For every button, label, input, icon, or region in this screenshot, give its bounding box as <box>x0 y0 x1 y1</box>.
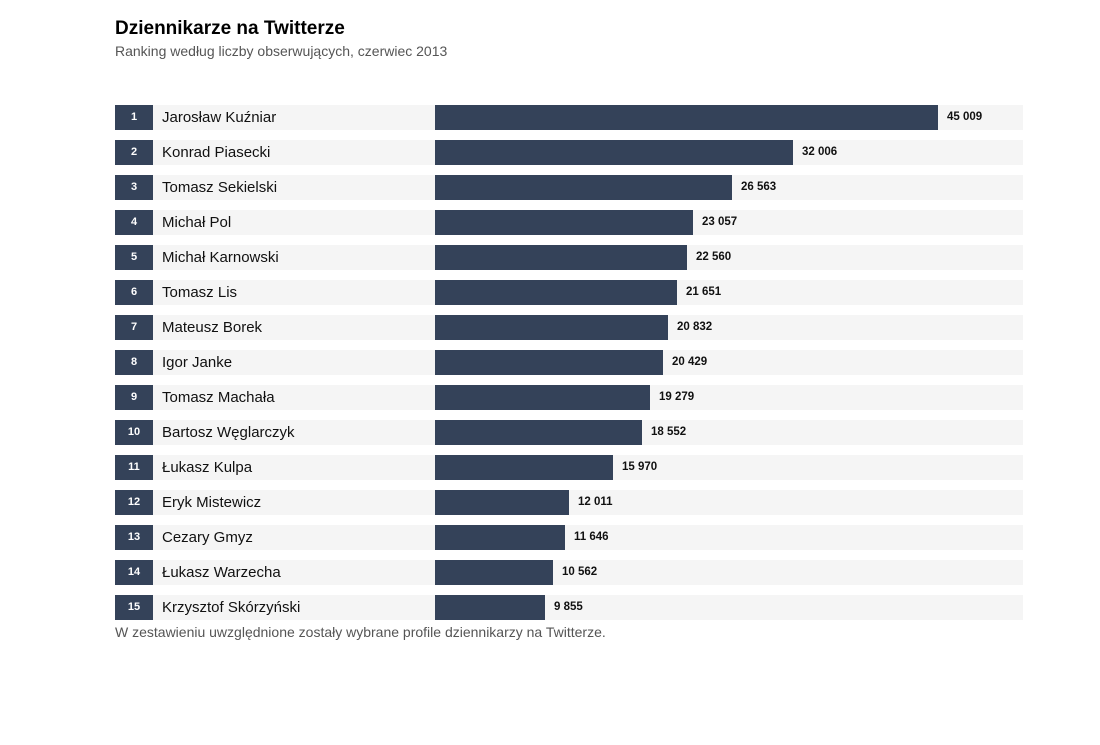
chart-row: 7 Mateusz Borek 20 832 <box>115 315 1023 340</box>
value-label: 9 855 <box>554 601 583 613</box>
bar <box>435 245 687 270</box>
bar <box>435 175 732 200</box>
journalist-name: Bartosz Węglarczyk <box>162 424 295 441</box>
bar <box>435 595 545 620</box>
row-background <box>153 525 1023 550</box>
rank-badge: 4 <box>115 210 153 235</box>
chart-row: 14 Łukasz Warzecha 10 562 <box>115 560 1023 585</box>
chart-row: 4 Michał Pol 23 057 <box>115 210 1023 235</box>
journalist-name: Michał Karnowski <box>162 249 279 266</box>
row-background <box>153 560 1023 585</box>
rank-badge: 3 <box>115 175 153 200</box>
bar <box>435 350 663 375</box>
journalist-name: Tomasz Lis <box>162 284 238 301</box>
chart-row: 13 Cezary Gmyz 11 646 <box>115 525 1023 550</box>
bar <box>435 385 650 410</box>
bar <box>435 315 668 340</box>
chart-title: Dziennikarze na Twitterze <box>115 18 345 39</box>
bar <box>435 140 793 165</box>
chart-subtitle: Ranking według liczby obserwujących, cze… <box>115 43 448 59</box>
row-background <box>153 490 1023 515</box>
journalist-name: Krzysztof Skórzyński <box>162 599 301 616</box>
value-label: 12 011 <box>578 496 613 508</box>
chart-row: 5 Michał Karnowski 22 560 <box>115 245 1023 270</box>
journalist-name: Mateusz Borek <box>162 319 263 336</box>
chart-row: 11 Łukasz Kulpa 15 970 <box>115 455 1023 480</box>
journalist-name: Igor Janke <box>162 354 233 371</box>
rank-badge: 7 <box>115 315 153 340</box>
value-label: 23 057 <box>702 216 738 228</box>
rank-badge: 11 <box>115 455 153 480</box>
value-label: 21 651 <box>686 286 722 298</box>
journalist-name: Łukasz Kulpa <box>162 459 253 476</box>
bar <box>435 560 553 585</box>
bar <box>435 455 613 480</box>
journalist-name: Michał Pol <box>162 214 232 231</box>
bar <box>435 210 693 235</box>
chart-row: 12 Eryk Mistewicz 12 011 <box>115 490 1023 515</box>
rank-badge: 9 <box>115 385 153 410</box>
journalist-name: Eryk Mistewicz <box>162 494 262 511</box>
chart-row: 9 Tomasz Machała 19 279 <box>115 385 1023 410</box>
chart-row: 8 Igor Janke 20 429 <box>115 350 1023 375</box>
rank-badge: 12 <box>115 490 153 515</box>
journalist-name: Tomasz Sekielski <box>162 179 278 196</box>
journalist-name: Konrad Piasecki <box>162 144 271 161</box>
chart-row: 10 Bartosz Węglarczyk 18 552 <box>115 420 1023 445</box>
value-label: 19 279 <box>659 391 695 403</box>
value-label: 10 562 <box>562 566 598 578</box>
rank-badge: 1 <box>115 105 153 130</box>
value-label: 15 970 <box>622 461 658 473</box>
value-label: 26 563 <box>741 181 777 193</box>
value-label: 18 552 <box>651 426 687 438</box>
chart-row: 2 Konrad Piasecki 32 006 <box>115 140 1023 165</box>
bar <box>435 525 565 550</box>
row-background <box>153 595 1023 620</box>
rank-badge: 2 <box>115 140 153 165</box>
rank-badge: 14 <box>115 560 153 585</box>
rank-badge: 8 <box>115 350 153 375</box>
chart-row: 3 Tomasz Sekielski 26 563 <box>115 175 1023 200</box>
bar <box>435 105 938 130</box>
value-label: 45 009 <box>947 111 983 123</box>
bar <box>435 420 642 445</box>
journalist-name: Jarosław Kuźniar <box>162 109 277 126</box>
value-label: 20 832 <box>677 321 713 333</box>
value-label: 11 646 <box>574 531 609 543</box>
chart-row: 15 Krzysztof Skórzyński 9 855 <box>115 595 1023 620</box>
journalist-name: Tomasz Machała <box>162 389 275 406</box>
value-label: 22 560 <box>696 251 732 263</box>
rank-badge: 5 <box>115 245 153 270</box>
journalist-name: Łukasz Warzecha <box>162 564 281 581</box>
journalist-name: Cezary Gmyz <box>162 529 253 546</box>
value-label: 32 006 <box>802 146 838 158</box>
chart-row: 1 Jarosław Kuźniar 45 009 <box>115 105 1023 130</box>
chart-footnote: W zestawieniu uwzględnione zostały wybra… <box>115 624 606 640</box>
bar <box>435 490 569 515</box>
rank-badge: 10 <box>115 420 153 445</box>
rank-badge: 15 <box>115 595 153 620</box>
value-label: 20 429 <box>672 356 708 368</box>
rank-badge: 13 <box>115 525 153 550</box>
rank-badge: 6 <box>115 280 153 305</box>
chart-row: 6 Tomasz Lis 21 651 <box>115 280 1023 305</box>
bar <box>435 280 677 305</box>
